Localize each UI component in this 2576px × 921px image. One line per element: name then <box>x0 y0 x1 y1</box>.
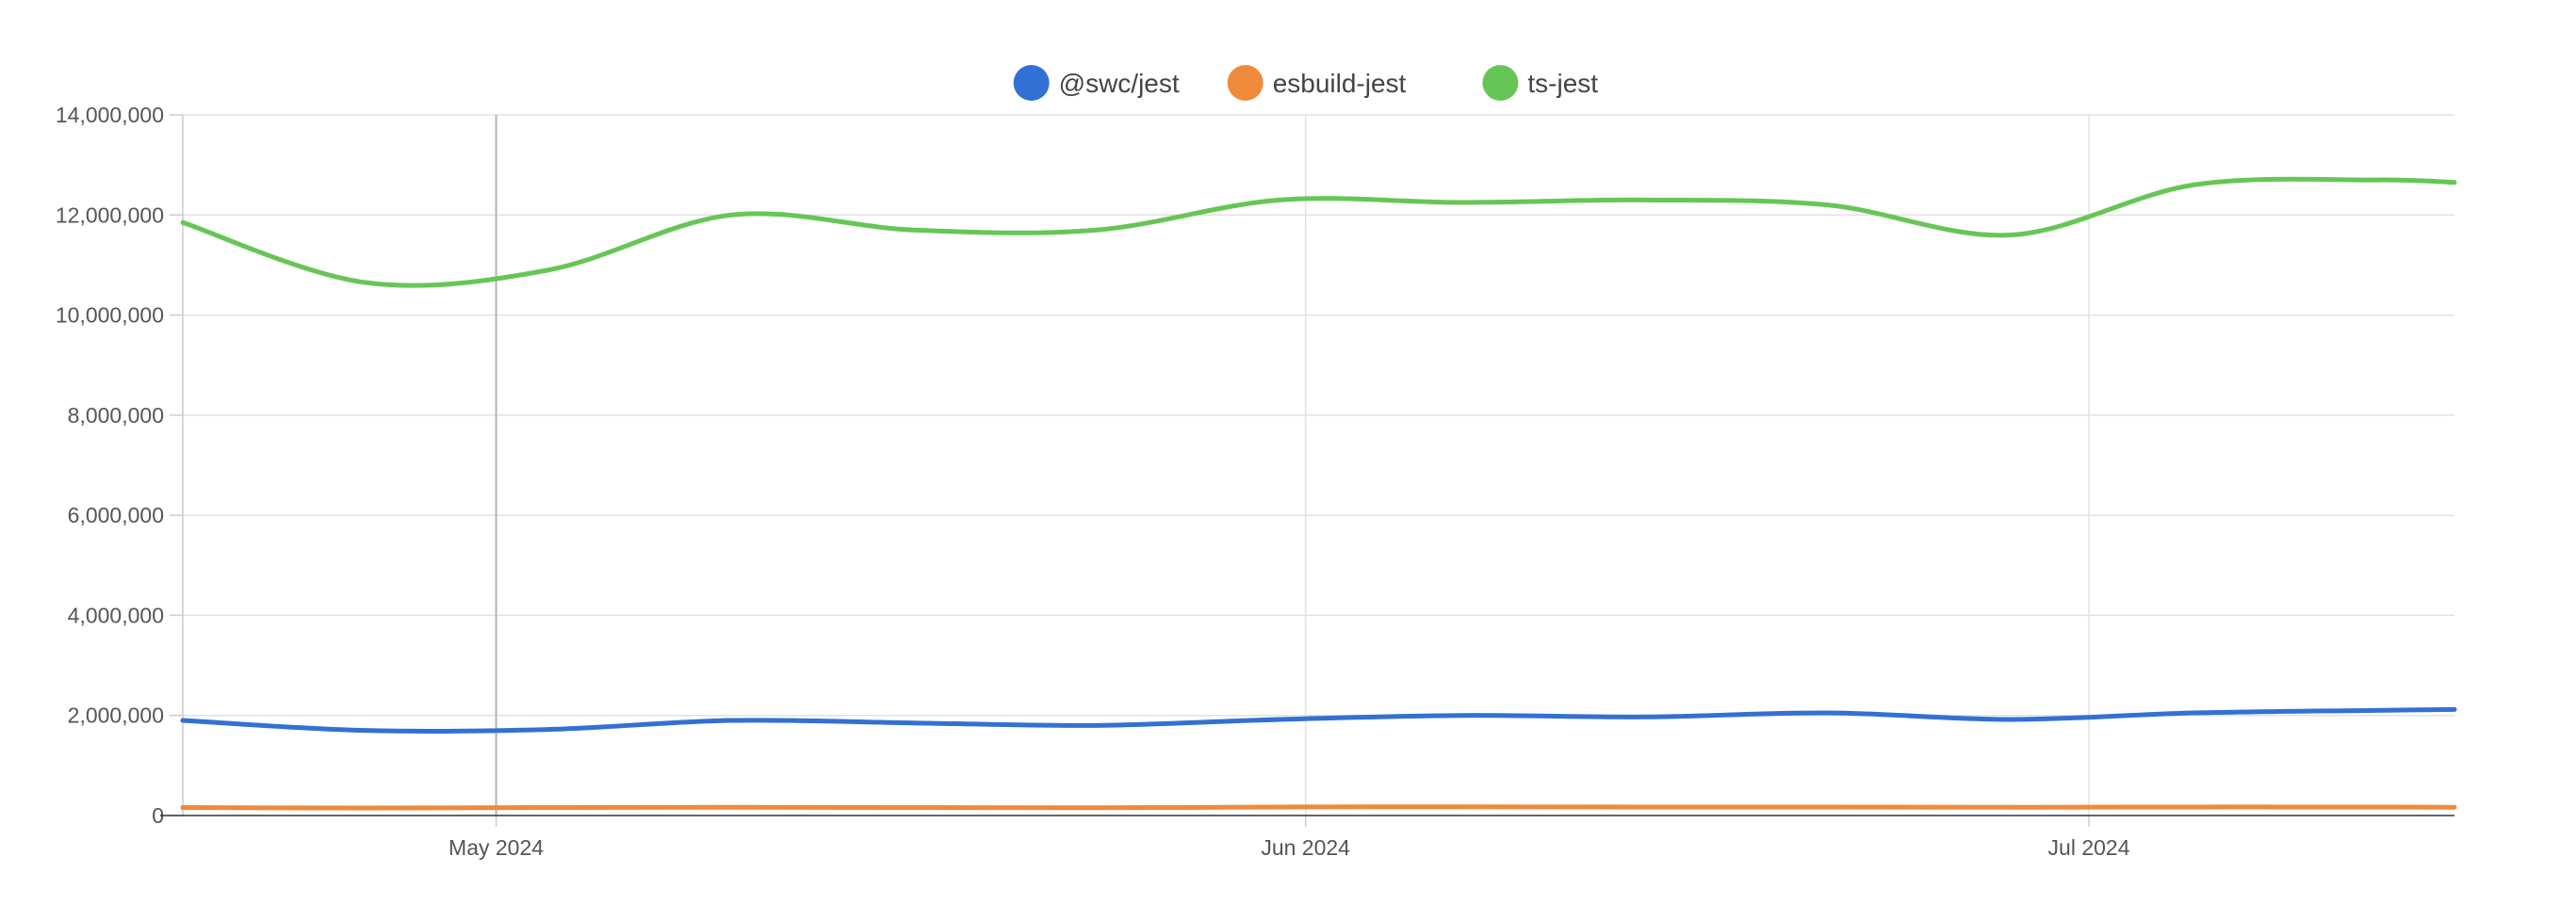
legend-label-esbuild-jest[interactable]: esbuild-jest <box>1273 69 1407 98</box>
y-tick-label: 8,000,000 <box>68 403 164 428</box>
legend-item-ts-jest[interactable]: ts-jest <box>1482 65 1598 101</box>
x-tick-label: May 2024 <box>448 835 544 860</box>
legend-swatch-esbuild-jest[interactable] <box>1227 65 1264 101</box>
y-tick-label: 14,000,000 <box>56 103 164 127</box>
legend-label-swc-jest[interactable]: @swc/jest <box>1059 69 1180 98</box>
legend[interactable]: @swc/jest esbuild-jest ts-jest <box>1013 65 1599 101</box>
legend-item-swc-jest[interactable]: @swc/jest <box>1013 65 1180 101</box>
legend-label-ts-jest[interactable]: ts-jest <box>1527 69 1598 98</box>
y-tick-label: 2,000,000 <box>68 703 164 728</box>
axes: 0 2,000,000 4,000,000 6,000,000 8,000,000 10,… <box>56 103 2454 860</box>
x-tick-label: Jun 2024 <box>1261 835 1350 860</box>
series-line-ts-jest <box>180 176 2457 288</box>
y-tick-label: 12,000,000 <box>56 202 164 227</box>
series-line-esbuild-jest <box>180 804 2457 811</box>
series-lines <box>180 176 2457 811</box>
x-tick-label: Jul 2024 <box>2048 835 2130 860</box>
y-tick-label: 6,000,000 <box>68 503 164 527</box>
y-tick-label: 0 <box>152 803 164 828</box>
gridlines <box>183 114 2454 816</box>
y-tick-label: 10,000,000 <box>56 303 164 328</box>
legend-item-esbuild-jest[interactable]: esbuild-jest <box>1227 65 1407 101</box>
legend-swatch-ts-jest[interactable] <box>1482 65 1519 101</box>
legend-swatch-swc-jest[interactable] <box>1013 65 1050 101</box>
y-tick-label: 4,000,000 <box>68 603 164 627</box>
series-line-swc-jest <box>180 706 2457 734</box>
